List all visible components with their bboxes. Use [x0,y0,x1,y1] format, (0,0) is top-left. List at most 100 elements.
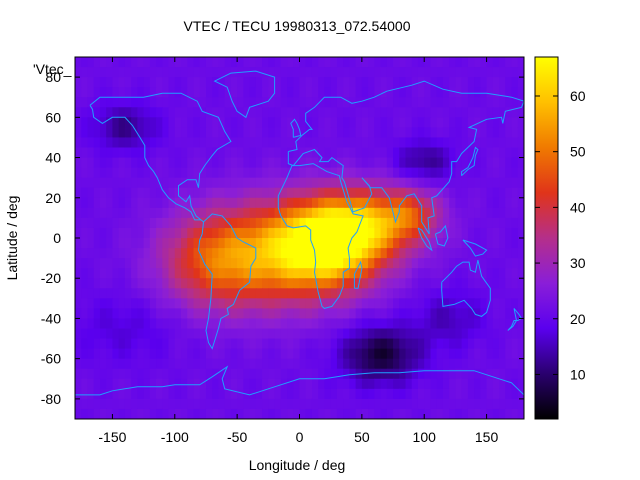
heat-cell [336,338,344,350]
heat-cell [237,97,244,108]
heat-cell [393,97,400,108]
heat-cell [436,157,444,169]
heat-cell [75,248,82,259]
heat-cell [205,197,213,209]
heat-cell [411,127,419,139]
heat-cell [262,388,269,400]
heat-cell [380,308,388,320]
heat-cell [299,127,307,139]
heat-cell [156,318,163,330]
heat-cell [299,328,307,340]
heat-cell [187,127,195,139]
heat-cell [181,57,188,68]
british-isles-coast [290,118,302,138]
heat-cell [218,338,226,350]
heat-cell [262,77,269,88]
heat-cell [461,398,469,410]
heat-cell [505,147,513,159]
heat-cell [374,328,382,340]
heat-cell [93,318,101,330]
heat-cell [486,388,494,400]
heat-cell [355,298,363,309]
heat-cell [193,97,201,108]
heat-cell [442,157,450,169]
heat-cell [343,278,350,289]
heat-cell [492,227,500,239]
heat-cell [287,298,294,309]
heat-cell [474,268,481,279]
heat-cell [274,248,282,259]
heat-cell [280,227,288,239]
heat-cell [193,348,201,360]
heat-cell [106,288,114,299]
heat-cell [492,137,500,149]
heat-cell [124,258,132,269]
heat-cell [492,117,500,128]
heat-cell [280,137,288,149]
heat-cell [499,358,506,370]
heat-cell [224,147,232,159]
heat-cell [486,117,494,128]
heat-cell [405,117,413,128]
heat-cell [243,318,251,330]
heat-cell [486,227,494,239]
heat-cell [343,248,350,259]
heat-cell [218,97,226,108]
heat-cell [305,398,313,410]
heat-cell [293,217,301,229]
heat-cell [187,187,195,199]
heat-cell [511,288,519,299]
heat-cell [237,318,244,330]
heat-cell [405,227,413,239]
heat-cell [205,278,213,289]
heat-cell [293,378,301,390]
heat-cell [299,408,307,419]
heat-cell [299,197,307,209]
heat-cell [343,298,350,309]
heat-cell [361,248,369,259]
heat-cell [187,258,195,269]
borneo-coast [434,224,449,247]
heat-cell [187,348,195,360]
heat-cell [305,338,313,350]
heat-cell [131,137,138,149]
heat-cell [143,298,151,309]
heat-cell [237,157,244,169]
heat-cell [99,157,107,169]
heat-cell [199,187,207,199]
heat-cell [330,398,338,410]
heat-cell [199,378,207,390]
heat-cell [87,318,95,330]
heat-cell [374,157,382,169]
heat-cell [124,408,132,419]
heat-cell [442,197,450,209]
heat-cell [237,278,244,289]
heat-cell [274,187,282,199]
heat-cell [430,268,438,279]
heat-cell [474,167,481,179]
heat-cell [318,147,326,159]
heat-cell [156,117,163,128]
heat-cell [436,248,444,259]
heat-cell [505,288,513,299]
heat-cell [393,308,400,320]
heat-cell [274,227,282,239]
heat-cell [436,408,444,419]
heat-cell [75,358,82,370]
heat-cell [112,398,120,410]
heat-cell [442,308,450,320]
heat-cell [405,127,413,139]
heat-cell [212,268,220,279]
heat-cell [368,308,375,320]
heat-cell [511,358,519,370]
heat-cell [181,368,188,380]
heat-cell [193,298,201,309]
heat-cell [212,258,220,269]
heat-cell [262,137,269,149]
heat-cell [249,278,257,289]
heat-cell [474,368,481,380]
heat-cell [218,398,226,410]
heat-cell [75,298,82,309]
heat-cell [336,197,344,209]
heat-cell [131,408,138,419]
